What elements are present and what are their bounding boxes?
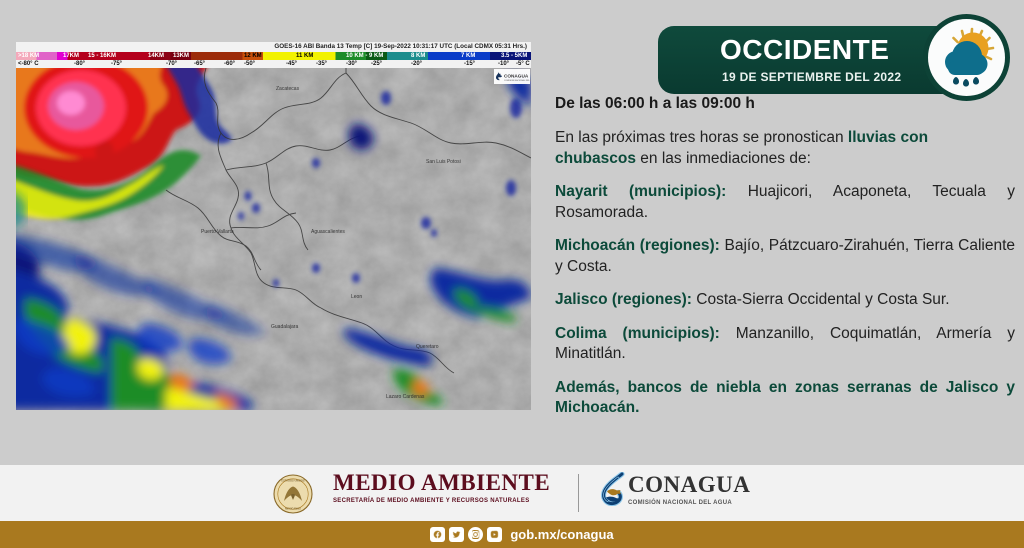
- svg-text:Puerto Vallarta: Puerto Vallarta: [201, 229, 234, 235]
- svg-text:ESTADOS UNIDOS: ESTADOS UNIDOS: [281, 479, 304, 483]
- svg-text:Zacatecas: Zacatecas: [276, 86, 300, 92]
- svg-text:Aguascalientes: Aguascalientes: [311, 229, 345, 235]
- svg-text:Lazaro Cardenas: Lazaro Cardenas: [386, 394, 425, 400]
- svg-text:MEXICANOS: MEXICANOS: [285, 507, 301, 511]
- svg-text:Queretaro: Queretaro: [416, 344, 439, 350]
- svg-text:CONAGUA: CONAGUA: [504, 74, 529, 79]
- svg-text:COMISION NACIONAL DEL AGUA: COMISION NACIONAL DEL AGUA: [504, 79, 531, 82]
- svg-text:Leon: Leon: [351, 294, 362, 300]
- svg-text:San Luis Potosi: San Luis Potosi: [426, 159, 461, 165]
- svg-text:Guadalajara: Guadalajara: [271, 324, 298, 330]
